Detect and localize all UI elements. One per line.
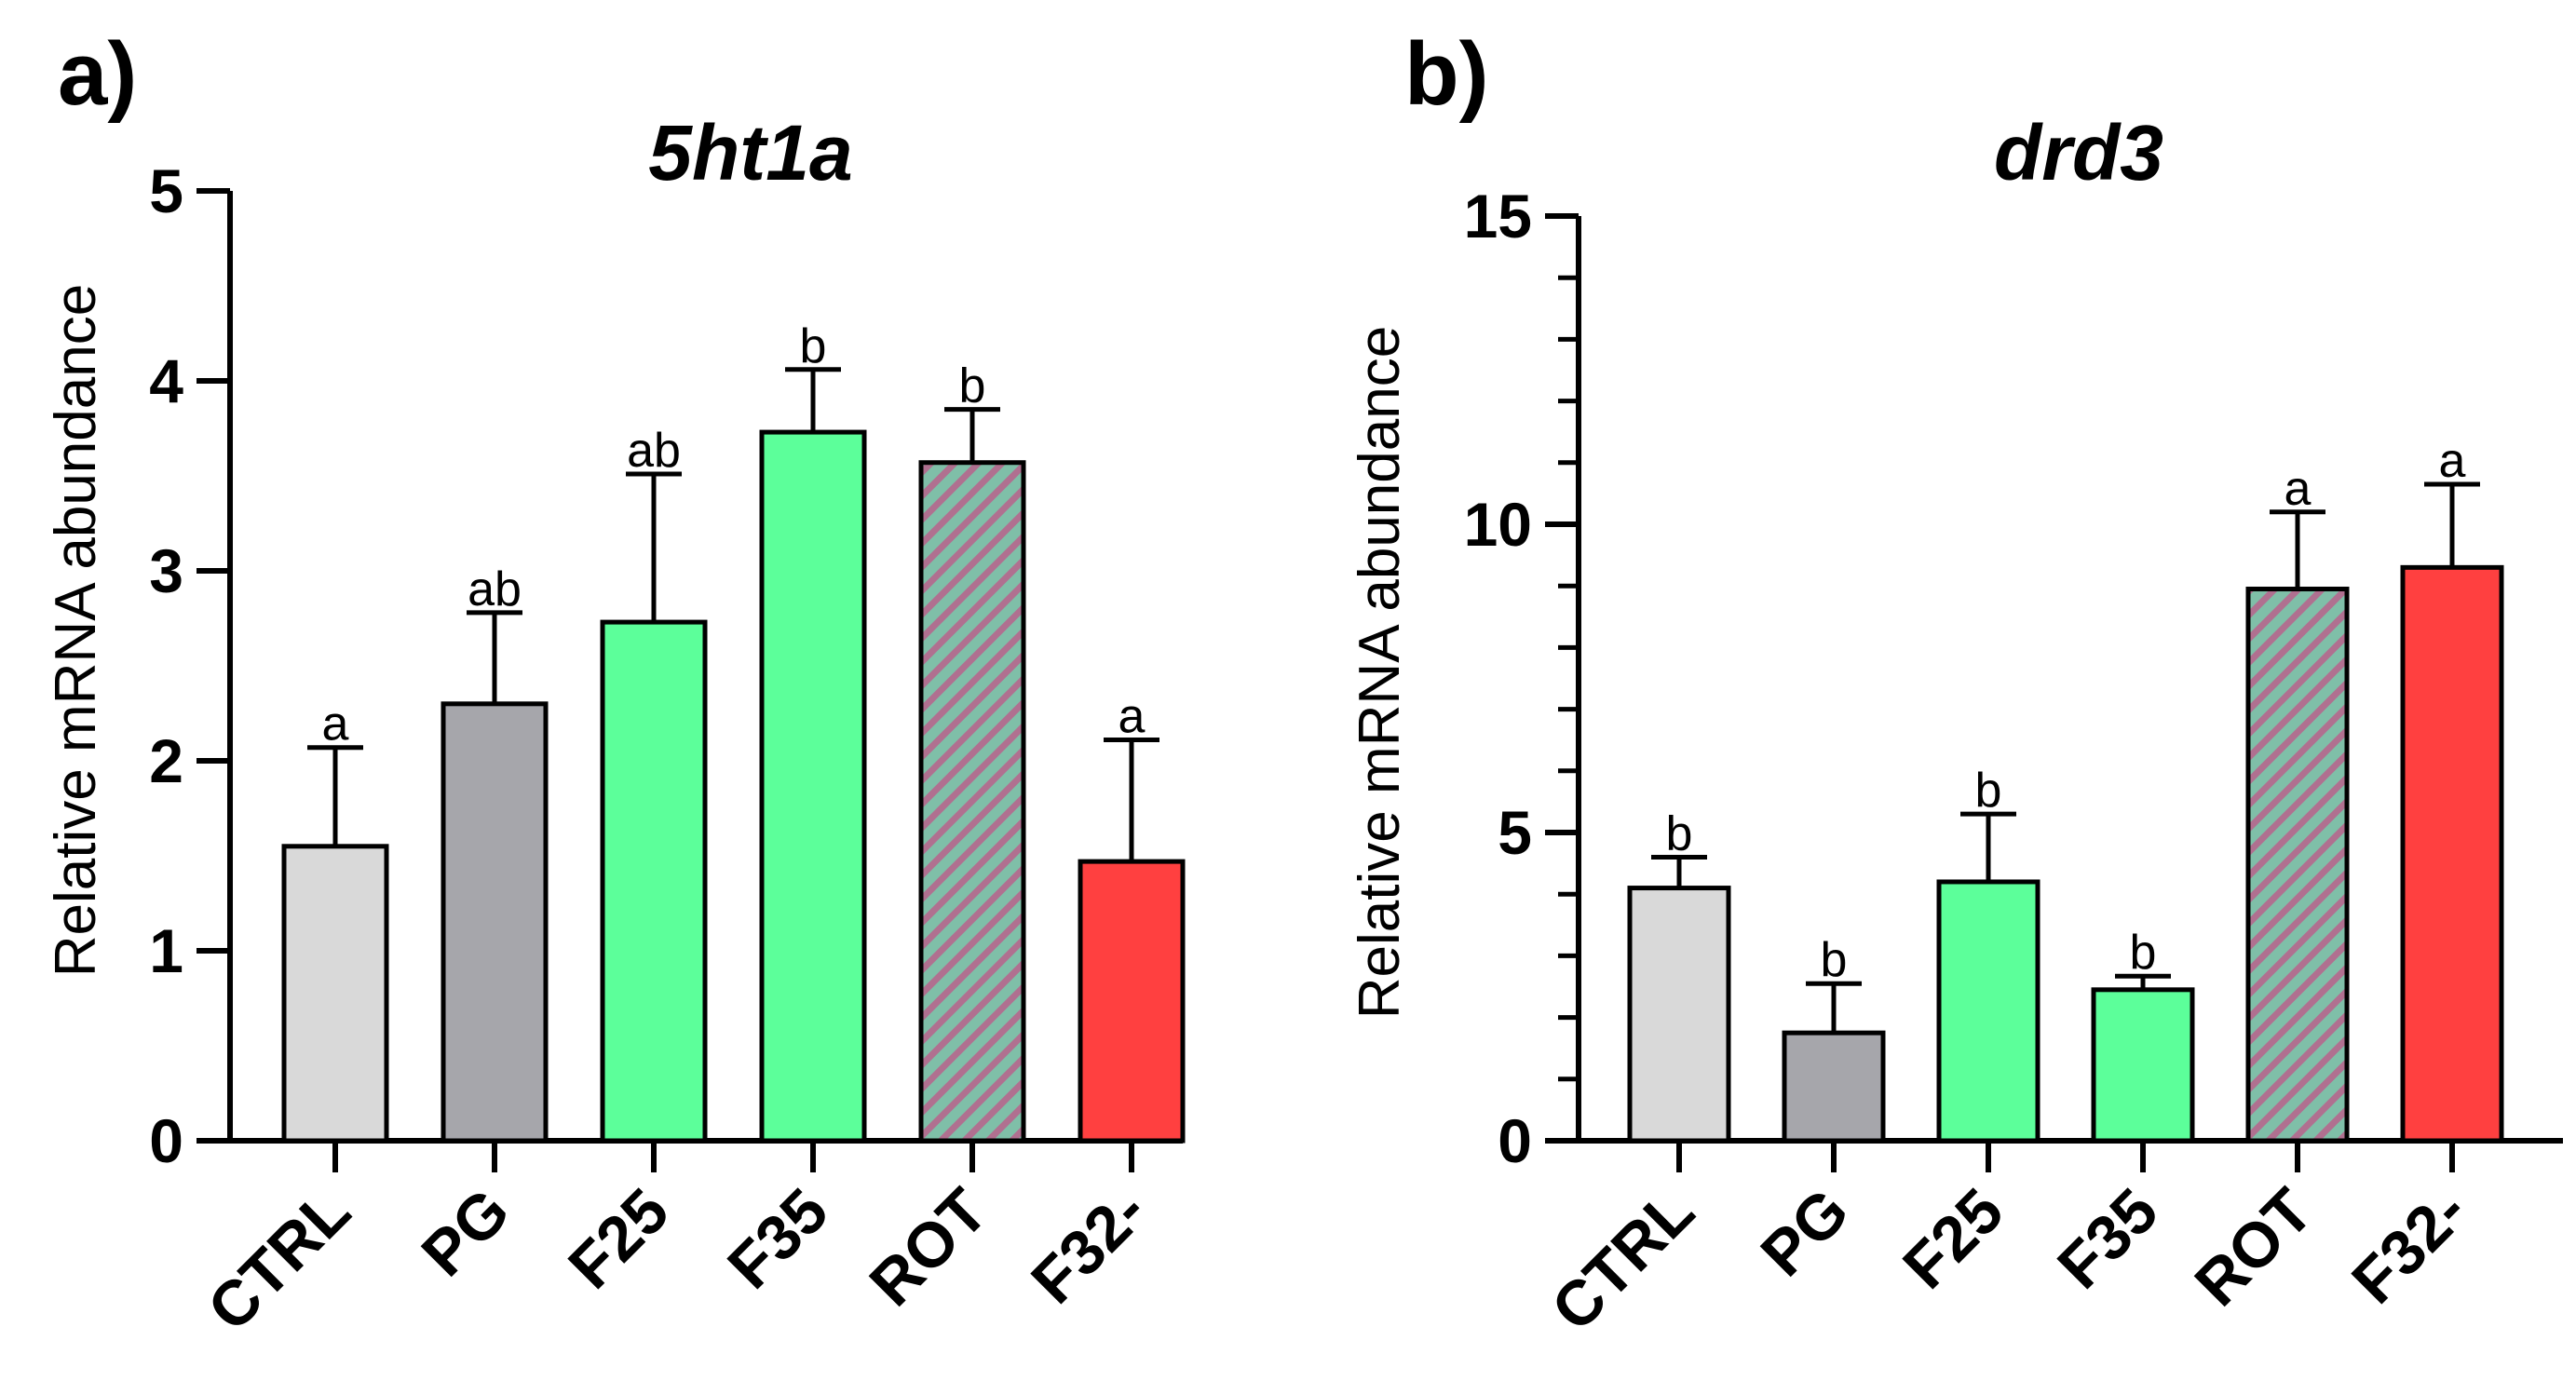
panel-b-significance-label: b: [1975, 764, 2002, 818]
panel-a-x-tick-label: ROT: [856, 1175, 1000, 1320]
panel-b-letter: b): [1404, 24, 1489, 124]
panel-b-bar-f35: [2091, 987, 2195, 1144]
panel-a-x-tick-label: CTRL: [195, 1175, 364, 1345]
panel-a-significance-label: ab: [627, 424, 681, 478]
panel-a-ylabel: Relative mRNA abundance: [44, 284, 108, 977]
panel-a-y-tick-label: 0: [149, 1106, 183, 1175]
panel-a-bar-f35: [759, 429, 867, 1144]
panel-a-bar-f32minus: [1078, 859, 1186, 1144]
panel-b-x-tick-label: PG: [1747, 1175, 1862, 1290]
panel-a: a) 5ht1a Relative mRNA abundance 0 1 2 3 4 5 a…: [44, 24, 1186, 1345]
panel-a-title: 5ht1a: [648, 109, 852, 196]
panel-a-bar-pg: [441, 701, 549, 1144]
panel-a-x-tick-label: PG: [408, 1175, 522, 1290]
panel-a-significance-label: a: [322, 697, 349, 751]
panel-b-ylabel: Relative mRNA abundance: [1348, 326, 1412, 1019]
panel-a-x-tick-label: F32-: [1018, 1175, 1160, 1318]
panel-b-bar-f25: [1936, 879, 2040, 1144]
panel-a-plot: 0 1 2 3 4 5 a CTRL ab PG ab F25 b F35 b ROT a F32-: [149, 156, 1186, 1345]
panel-a-significance-label: ab: [468, 562, 522, 616]
panel-b-significance-label: a: [2439, 434, 2466, 488]
panel-b-x-tick-label: CTRL: [1539, 1175, 1708, 1345]
panel-a-y-tick-label: 1: [149, 916, 183, 985]
panel-b-bar-pg: [1782, 1030, 1886, 1144]
panel-a-x-tick-label: F35: [714, 1175, 842, 1303]
panel-b-title: drd3: [1994, 109, 2163, 196]
panel-b-x-tick-label: F32-: [2339, 1175, 2481, 1318]
panel-b-y-tick-label: 5: [1498, 798, 1532, 867]
panel-b-bar-f32minus: [2400, 564, 2504, 1144]
panel-a-y-tick-label: 2: [149, 726, 183, 795]
panel-a-significance-label: a: [1119, 690, 1146, 744]
panel-b-y-tick-label: 10: [1464, 490, 1532, 559]
panel-a-y-tick-label: 4: [149, 346, 183, 415]
panel-b-significance-label: b: [1666, 806, 1693, 860]
panel-a-bar-f25: [600, 619, 708, 1144]
panel-a-x-tick-label: F25: [555, 1175, 683, 1303]
panel-a-y-tick-label: 3: [149, 536, 183, 605]
panel-b-significance-label: b: [1821, 933, 1848, 987]
panel-a-bar-rot: [918, 460, 1026, 1144]
panel-b-significance-label: b: [2130, 926, 2157, 980]
panel-a-bar-ctrl: [281, 844, 389, 1144]
panel-a-y-tick-label: 5: [149, 156, 183, 225]
panel-b-bar-rot: [2245, 587, 2350, 1144]
panel-b-x-tick-label: F35: [2044, 1175, 2172, 1303]
panel-b-plot: 0 5 10 15 b CTRL b PG b F25 b F35 a ROT a F32-: [1464, 182, 2563, 1345]
panel-b-bar-ctrl: [1627, 886, 1731, 1144]
panel-a-letter: a): [58, 24, 137, 124]
panel-a-significance-label: b: [800, 319, 827, 373]
panel-a-significance-label: b: [959, 359, 986, 413]
panel-b: b) drd3 Relative mRNA abundance 0 5 10 15 b C…: [1348, 24, 2563, 1345]
panel-b-y-tick-label: 0: [1498, 1106, 1532, 1175]
panel-b-y-tick-label: 15: [1464, 182, 1532, 250]
panel-b-x-tick-label: F25: [1890, 1175, 2017, 1303]
panel-b-x-tick-label: ROT: [2181, 1175, 2325, 1320]
panel-b-significance-label: a: [2285, 462, 2312, 516]
